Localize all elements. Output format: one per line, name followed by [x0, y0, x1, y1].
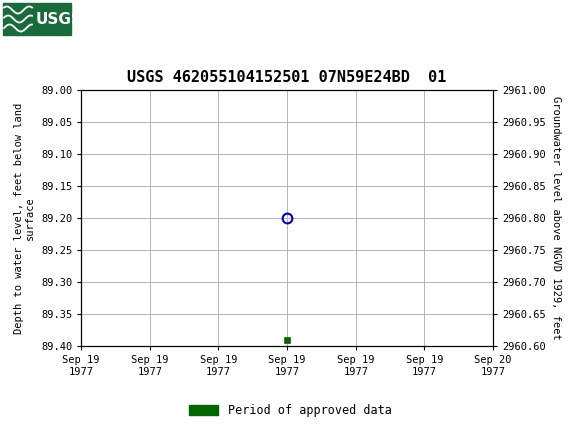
Y-axis label: Depth to water level, feet below land
surface: Depth to water level, feet below land su…	[14, 103, 35, 334]
Title: USGS 462055104152501 07N59E24BD  01: USGS 462055104152501 07N59E24BD 01	[128, 70, 447, 85]
Bar	[3, 3, 71, 35]
Bar	[2, 2, 72, 36]
Y-axis label: Groundwater level above NGVD 1929, feet: Groundwater level above NGVD 1929, feet	[552, 96, 561, 340]
Legend: Period of approved data: Period of approved data	[184, 399, 396, 422]
Text: USGS: USGS	[36, 12, 83, 27]
